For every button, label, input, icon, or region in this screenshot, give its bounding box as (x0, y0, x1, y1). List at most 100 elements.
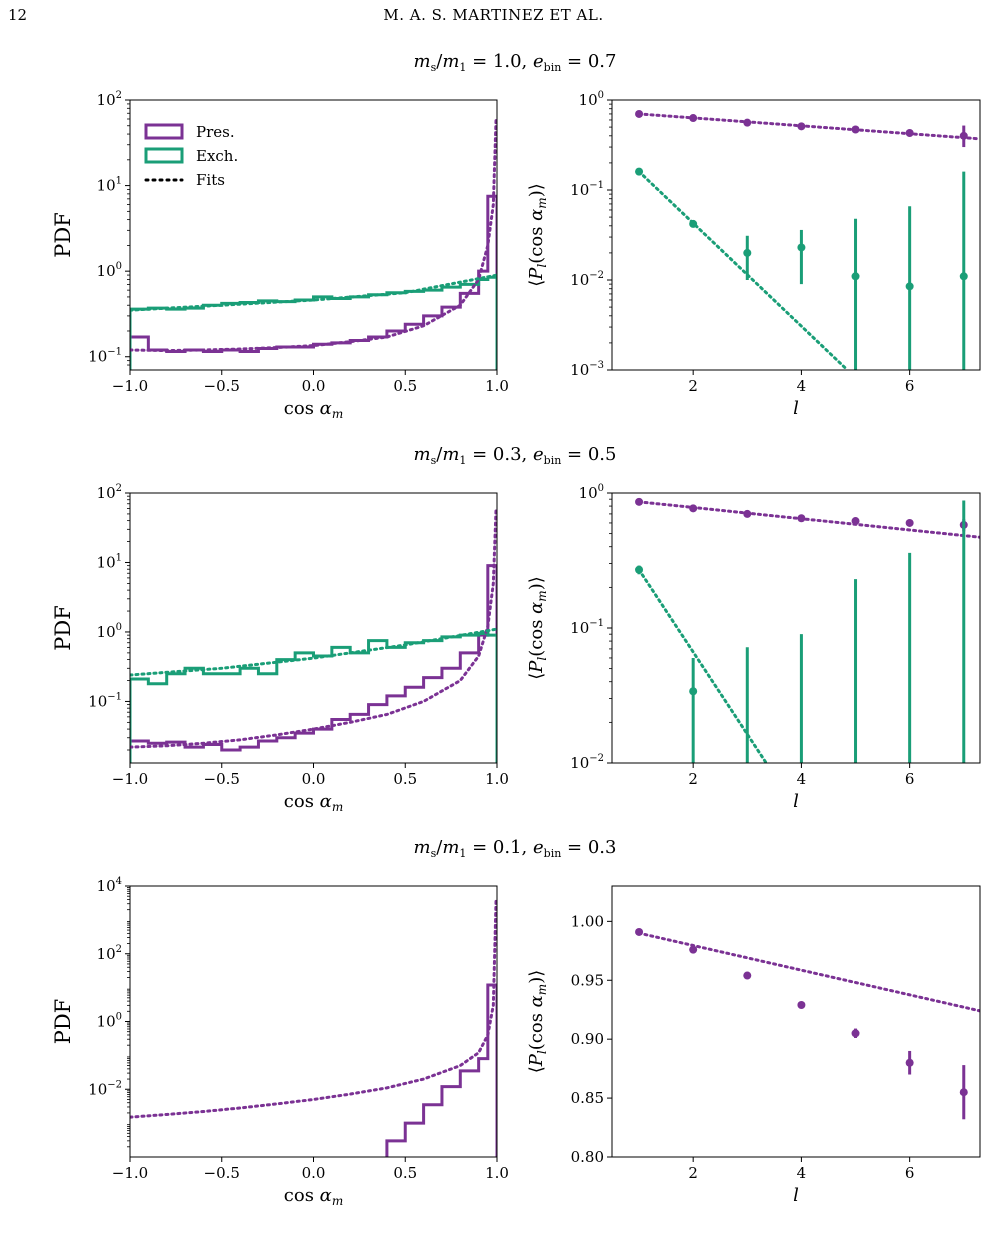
legend-label-exch: Exch. (196, 147, 238, 165)
legend-swatch-exch (144, 147, 184, 164)
x-tick-label: 1.0 (485, 377, 509, 395)
fit-line (637, 568, 768, 763)
axes-frame (129, 99, 498, 371)
data-point (635, 167, 644, 176)
legend-label-fits: Fits (196, 171, 225, 189)
row-title-1: ms/m1 = 1.0, ebin = 0.7 (414, 51, 617, 74)
y-tick-label: 10−1 (88, 347, 122, 366)
page-number: 12 (8, 6, 28, 24)
y-tick-label: 10−1 (570, 618, 604, 637)
data-point (851, 125, 860, 134)
y-tick-label: 0.85 (571, 1089, 604, 1107)
axes-frame (129, 492, 498, 764)
legend-swatch-pres (144, 123, 184, 140)
axes-frame (129, 885, 498, 1158)
y-tick-label: 1.00 (571, 912, 604, 930)
data-point (689, 945, 698, 954)
data-point (905, 282, 914, 291)
data-point (959, 131, 968, 140)
data-point (743, 118, 752, 127)
x-tick-label: 4 (797, 770, 807, 788)
hist-pres (130, 564, 497, 763)
x-tick-label: −1.0 (112, 377, 148, 395)
fit-curve (130, 506, 497, 749)
plot-area (130, 897, 497, 1157)
fit-curve (130, 117, 497, 353)
x-tick-label: −0.5 (204, 770, 240, 788)
y-tick-label: 100 (97, 261, 122, 280)
x-tick-label: 6 (905, 1164, 915, 1182)
y-tick-label: 101 (97, 552, 122, 571)
y-axis-label: PDF (51, 999, 75, 1045)
plot-area (130, 117, 497, 370)
plot-area (635, 927, 980, 1120)
data-point (797, 122, 806, 131)
x-tick-label: 0.0 (302, 1164, 326, 1182)
plot-area (130, 506, 497, 763)
data-point (743, 248, 752, 257)
data-point (689, 114, 698, 123)
x-tick-label: 4 (797, 377, 807, 395)
panel-row3-left: −1.0 −0.5 0.0 0.5 1.0 10−2 100 102 104 cos αm PDF (51, 876, 509, 1208)
y-tick-label: 102 (97, 483, 122, 502)
data-point (905, 518, 914, 527)
data-point (797, 1001, 806, 1010)
panels: −1.0 −0.5 0.0 0.5 1.0 10−1 100 101 102 cos αm PDF 2… (51, 90, 981, 1208)
y-tick-label: 102 (97, 944, 122, 963)
y-tick-label: 101 (97, 176, 122, 195)
data-point (851, 272, 860, 281)
y-axis-label: ⟨Pl(cos αm)⟩ (526, 183, 549, 287)
data-point (689, 219, 698, 228)
legend: Pres. Exch. Fits (144, 123, 238, 189)
data-point (905, 128, 914, 137)
y-tick-label: 10−2 (88, 1079, 122, 1098)
data-point (905, 1058, 914, 1067)
x-tick-label: 1.0 (485, 1164, 509, 1182)
x-tick-label: −0.5 (204, 377, 240, 395)
x-tick-label: 0.0 (302, 377, 326, 395)
row-title-3: ms/m1 = 0.1, ebin = 0.3 (414, 837, 617, 860)
panel-row1-right: 2 4 6 10−3 10−2 10−1 100 l ⟨Pl(cos αm)⟩ (526, 90, 981, 419)
x-tick-label: 1.0 (485, 770, 509, 788)
x-axis-label: cos αm (284, 791, 343, 814)
axes-frame (611, 492, 981, 764)
plot-area (635, 497, 980, 763)
data-point (797, 514, 806, 523)
y-tick-label: 0.95 (571, 971, 604, 989)
row-title-2: ms/m1 = 0.3, ebin = 0.5 (414, 444, 617, 467)
axes-frame (611, 885, 981, 1158)
y-tick-label: 100 (97, 1012, 122, 1031)
fit-curve (130, 273, 497, 312)
y-tick-label: 100 (97, 622, 122, 641)
hist-exch (130, 275, 497, 370)
panel-row2-left: −1.0 −0.5 0.0 0.5 1.0 10−1 100 101 102 cos αm PDF (51, 483, 509, 814)
data-point (959, 272, 968, 281)
y-axis-label: PDF (51, 212, 75, 258)
fit-line (637, 931, 980, 1013)
x-tick-label: 0.0 (302, 770, 326, 788)
x-axis-label: l (793, 1185, 799, 1206)
x-tick-label: 2 (688, 770, 698, 788)
data-point (689, 687, 698, 696)
y-tick-label: 10−1 (88, 691, 122, 710)
data-point (797, 243, 806, 252)
panel-row1-left: −1.0 −0.5 0.0 0.5 1.0 10−1 100 101 102 cos αm PDF (51, 90, 509, 421)
y-tick-label: 10−1 (570, 180, 604, 199)
y-tick-label: 10−2 (570, 270, 604, 289)
x-axis-label: l (793, 398, 799, 419)
y-axis-label: ⟨Pl(cos αm)⟩ (526, 576, 549, 680)
x-tick-label: 6 (905, 770, 915, 788)
fit-line (637, 170, 849, 370)
y-tick-label: 100 (579, 483, 604, 502)
plot-area (635, 109, 980, 370)
x-tick-label: −1.0 (112, 1164, 148, 1182)
x-tick-label: −1.0 (112, 770, 148, 788)
x-tick-label: 4 (797, 1164, 807, 1182)
x-axis-label: cos αm (284, 398, 343, 421)
axes-frame (611, 99, 981, 371)
running-head: M. A. S. MARTINEZ ET AL. (383, 6, 604, 24)
y-tick-label: 10−2 (570, 753, 604, 772)
y-axis-label: PDF (51, 605, 75, 651)
data-point (635, 927, 644, 936)
